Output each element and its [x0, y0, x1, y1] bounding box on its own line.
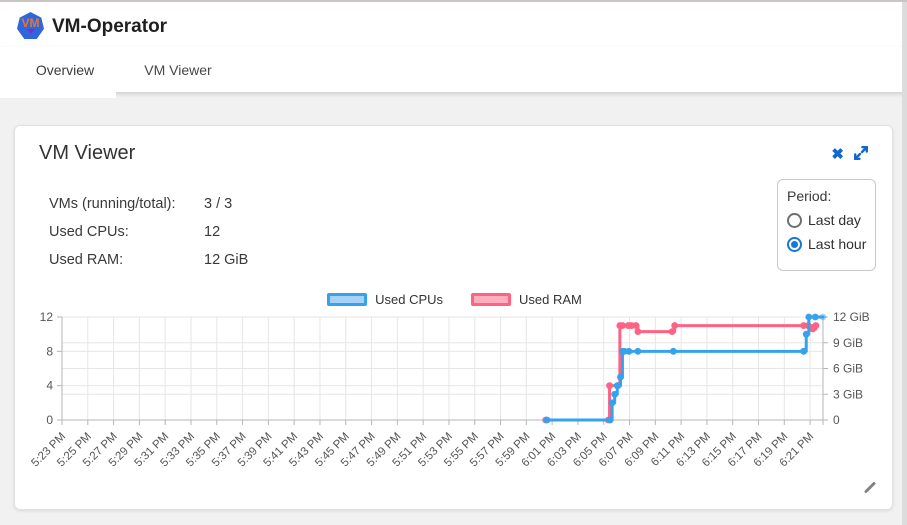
svg-text:8: 8 — [46, 344, 53, 358]
period-box: Period: Last day Last hour — [777, 179, 876, 271]
chart-legend: Used CPUs Used RAM — [15, 292, 894, 307]
svg-text:4: 4 — [46, 379, 53, 393]
stat-row: VMs (running/total): 3 / 3 — [49, 190, 248, 218]
resize-handle-icon[interactable] — [862, 479, 878, 495]
stat-row: Used CPUs: 12 — [49, 218, 248, 246]
svg-text:3 GiB: 3 GiB — [833, 387, 863, 401]
radio-icon[interactable] — [787, 212, 802, 228]
usage-chart: 5:23 PM5:25 PM5:27 PM5:29 PM5:31 PM5:33 … — [29, 310, 870, 469]
card-title: VM Viewer — [39, 142, 136, 164]
close-icon[interactable]: ✖ — [831, 146, 844, 163]
legend-swatch — [327, 293, 368, 306]
svg-text:6 GiB: 6 GiB — [833, 362, 863, 376]
legend-swatch — [471, 293, 512, 306]
stat-label: Used CPUs: — [49, 224, 129, 240]
stat-label: VMs (running/total): — [49, 196, 176, 212]
stat-label: Used RAM: — [49, 252, 124, 268]
vm-viewer-card: VM Viewer ✖ VMs (running/total): 3 / 3 Use… — [14, 125, 893, 510]
stat-value: 12 — [204, 224, 221, 240]
period-option-last-day[interactable]: Last day — [787, 212, 875, 228]
scrollbar[interactable] — [902, 2, 907, 525]
stat-row: Used RAM: 12 GiB — [49, 246, 248, 274]
window-top-border — [0, 0, 907, 2]
logo-triangle — [26, 28, 35, 34]
radio-icon[interactable] — [787, 236, 802, 252]
legend-label: Used RAM — [519, 292, 582, 307]
period-label: Period: — [787, 188, 832, 204]
expand-icon[interactable] — [852, 144, 870, 162]
radio-label: Last day — [808, 212, 861, 228]
stats-list: VMs (running/total): 3 / 3 Used CPUs: 12 Use… — [49, 190, 248, 274]
legend-label: Used CPUs — [375, 292, 444, 307]
svg-text:0: 0 — [833, 413, 840, 427]
period-option-last-hour[interactable]: Last hour — [787, 236, 875, 252]
legend-item[interactable]: Used RAM — [471, 292, 582, 307]
stat-value: 12 GiB — [204, 252, 249, 268]
app-logo-icon: VM — [17, 12, 44, 39]
radio-label: Last hour — [808, 236, 867, 252]
svg-text:0: 0 — [46, 413, 53, 427]
svg-text:12: 12 — [40, 310, 54, 324]
app-header: VM VM-Operator — [0, 2, 907, 47]
stat-value: 3 / 3 — [204, 196, 233, 212]
main-content: VM Viewer ✖ VMs (running/total): 3 / 3 Use… — [0, 92, 907, 525]
svg-text:9 GiB: 9 GiB — [833, 336, 863, 350]
app-title: VM-Operator — [52, 16, 168, 37]
tab-vm-viewer[interactable]: VM Viewer — [144, 61, 212, 78]
svg-text:12 GiB: 12 GiB — [833, 310, 870, 324]
logo-text: VM — [21, 15, 40, 30]
period-options: Last day Last hour — [787, 212, 875, 252]
active-tab-gap — [0, 92, 116, 98]
legend-item[interactable]: Used CPUs — [327, 292, 443, 307]
tab-bar: Overview VM Viewer — [0, 47, 907, 92]
tab-overview[interactable]: Overview — [15, 47, 115, 92]
